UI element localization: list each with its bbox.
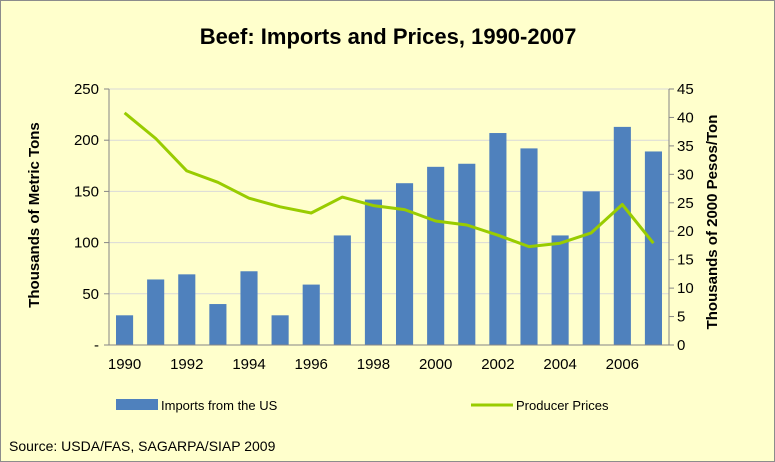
y2-tick-label: 40 <box>677 109 694 126</box>
bar-2002 <box>489 133 507 345</box>
legend-label-imports: Imports from the US <box>161 398 278 413</box>
y-tick-label: 150 <box>74 183 99 200</box>
bar-1990 <box>116 315 134 345</box>
tick-labels: - 50 100 150 200 250 0 5 10 15 20 25 30 35 40 45 1990 199… <box>74 81 694 373</box>
chart-title: Beef: Imports and Prices, 1990-2007 <box>200 24 577 49</box>
y-tick-label: 100 <box>74 235 99 252</box>
x-tick-label: 1994 <box>232 356 265 373</box>
bar-2004 <box>551 235 569 345</box>
bar-1993 <box>209 304 227 345</box>
y-tick-label: 50 <box>82 286 99 303</box>
x-tick-label: 1998 <box>357 356 390 373</box>
x-tick-label: 2006 <box>606 356 639 373</box>
x-tick-label: 2000 <box>419 356 452 373</box>
bar-1994 <box>240 271 258 345</box>
y2-tick-label: 5 <box>677 309 685 326</box>
bar-1998 <box>364 199 382 345</box>
x-tick-label: 2004 <box>543 356 576 373</box>
x-tick-label: 2002 <box>481 356 514 373</box>
bar-1991 <box>147 279 165 345</box>
y-tick-label: 200 <box>74 132 99 149</box>
legend-swatch-imports <box>116 399 158 410</box>
line-series <box>123 111 655 249</box>
bar-1995 <box>271 315 289 345</box>
x-tick-label: 1996 <box>295 356 328 373</box>
legend-label-prices: Producer Prices <box>516 398 609 413</box>
y2-axis-label: Thousands of 2000 Pesos/Ton <box>704 115 721 330</box>
bar-2001 <box>458 163 476 345</box>
bar-1992 <box>178 274 196 345</box>
bar-2000 <box>427 166 445 345</box>
y2-tick-label: 10 <box>677 280 694 297</box>
axes <box>104 88 674 346</box>
y2-tick-label: 45 <box>677 81 694 98</box>
bar-2007 <box>644 151 662 345</box>
y2-tick-label: 15 <box>677 252 694 269</box>
y2-tick-label: 35 <box>677 138 694 155</box>
y2-tick-label: 20 <box>677 223 694 240</box>
bar-1999 <box>396 183 414 345</box>
y2-tick-label: 25 <box>677 195 694 212</box>
bar-series <box>116 126 662 345</box>
bar-1996 <box>302 284 320 345</box>
y-tick-label: 250 <box>74 81 99 98</box>
bar-2005 <box>582 191 600 345</box>
legend: Imports from the US Producer Prices <box>116 398 609 413</box>
x-tick-label: 1990 <box>108 356 141 373</box>
gridlines <box>109 88 669 295</box>
line-producer-prices <box>123 111 655 249</box>
source-note: Source: USDA/FAS, SAGARPA/SIAP 2009 <box>9 438 276 454</box>
bar-1997 <box>333 235 351 345</box>
y-axis-label: Thousands of Metric Tons <box>26 122 43 308</box>
y2-tick-label: 0 <box>677 337 685 354</box>
y2-tick-label: 30 <box>677 166 694 183</box>
x-tick-label: 1992 <box>170 356 203 373</box>
bar-2006 <box>613 126 631 345</box>
y-tick-label: - <box>94 337 99 354</box>
